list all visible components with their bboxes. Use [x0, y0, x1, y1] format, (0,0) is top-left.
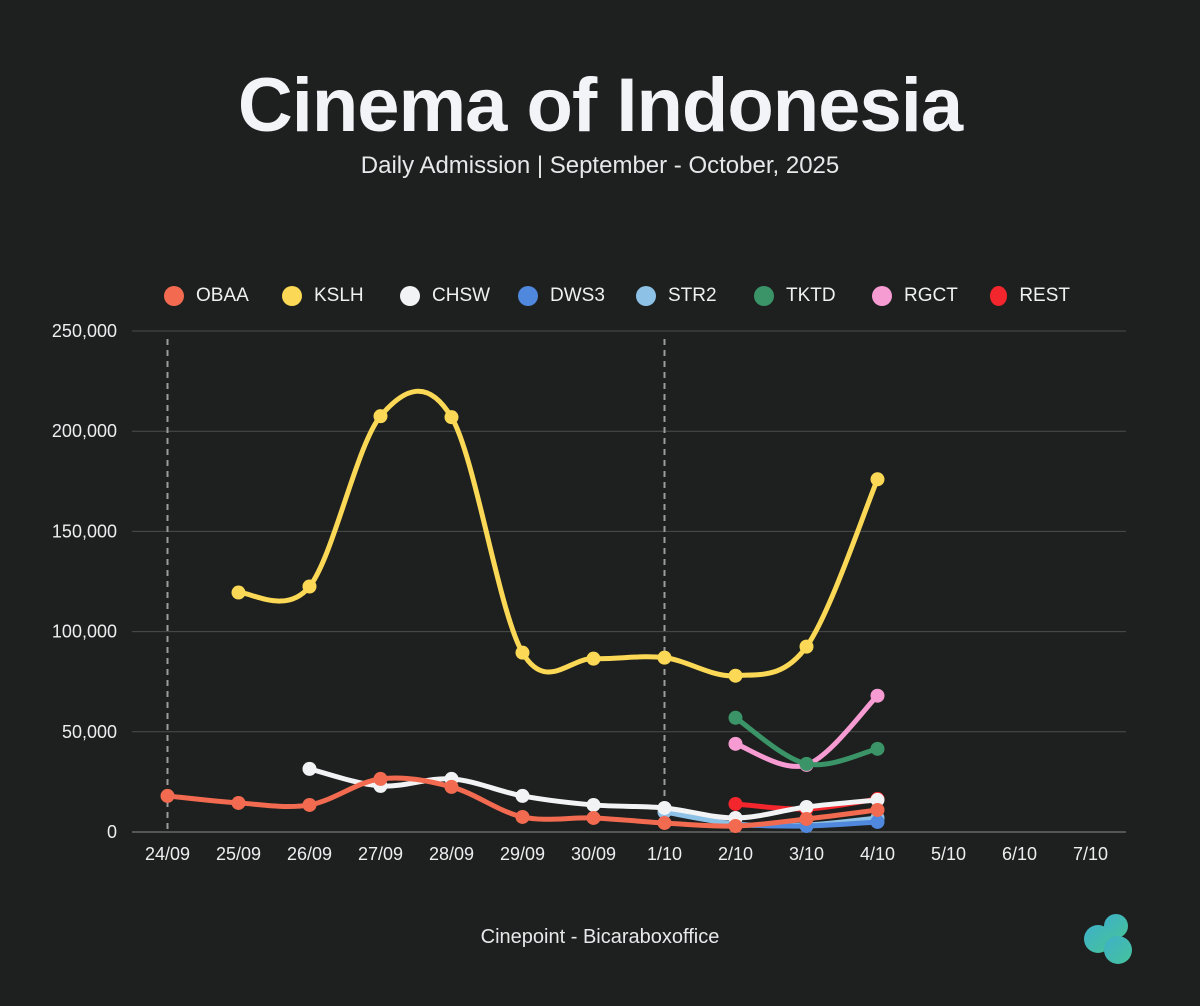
data-point-kslh: [302, 579, 317, 594]
legend-item-tktd: TKTD: [754, 285, 872, 307]
legend-item-str2: STR2: [636, 285, 754, 307]
data-point-dws3: [870, 814, 885, 829]
data-point-chsw: [799, 799, 814, 814]
legend-label: KSLH: [314, 285, 364, 306]
data-point-obaa: [728, 818, 743, 833]
data-point-chsw: [657, 800, 672, 815]
x-tick-label: 3/10: [789, 844, 824, 864]
data-point-chsw: [586, 797, 601, 812]
data-point-rgct: [728, 736, 743, 751]
x-tick-label: 24/09: [145, 844, 190, 864]
x-tick-label: 29/09: [500, 844, 545, 864]
data-point-obaa: [799, 811, 814, 826]
data-point-obaa: [231, 795, 246, 810]
x-tick-label: 4/10: [860, 844, 895, 864]
page-title: Cinema of Indonesia: [237, 63, 963, 148]
y-tick-label: 200,000: [52, 421, 117, 441]
legend-swatch: [990, 286, 1008, 306]
data-point-kslh: [728, 668, 743, 683]
y-tick-label: 0: [107, 822, 117, 842]
data-point-obaa: [870, 802, 885, 817]
legend-swatch: [164, 286, 184, 306]
x-tick-label: 5/10: [931, 844, 966, 864]
data-point-obaa: [373, 771, 388, 786]
legend-swatch: [400, 286, 420, 306]
legend-label: OBAA: [196, 285, 249, 306]
line-chart: 0 50,000 100,000 150,000 200,000 250,000 24/09…: [52, 321, 1126, 864]
legend-swatch: [754, 286, 774, 306]
data-point-tktd: [728, 710, 743, 725]
legend-label: STR2: [668, 285, 717, 306]
brand-logo-icon: [1084, 914, 1132, 964]
data-point-obaa: [515, 809, 530, 824]
data-point-kslh: [231, 585, 246, 600]
legend-label: RGCT: [904, 285, 958, 306]
y-tick-label: 250,000: [52, 321, 117, 341]
x-tick-label: 1/10: [647, 844, 682, 864]
data-point-tktd: [799, 756, 814, 771]
data-point-obaa: [657, 815, 672, 830]
data-point-chsw: [515, 788, 530, 803]
x-tick-label: 6/10: [1002, 844, 1037, 864]
data-point-rest: [728, 796, 743, 811]
x-tick-label: 27/09: [358, 844, 403, 864]
legend-label: CHSW: [432, 285, 491, 306]
x-tick-label: 2/10: [718, 844, 753, 864]
x-tick-label: 25/09: [216, 844, 261, 864]
y-tick-label: 150,000: [52, 521, 117, 541]
series-obaa: [160, 771, 885, 833]
data-point-obaa: [444, 779, 459, 794]
data-point-obaa: [160, 788, 175, 803]
y-tick-label: 100,000: [52, 622, 117, 642]
y-tick-label: 50,000: [62, 722, 117, 742]
legend-swatch: [282, 286, 302, 306]
x-tick-label: 26/09: [287, 844, 332, 864]
legend-swatch: [518, 286, 538, 306]
data-point-kslh: [657, 650, 672, 665]
legend-label: DWS3: [550, 285, 605, 306]
legend-label: REST: [1019, 285, 1070, 306]
data-point-chsw: [870, 792, 885, 807]
data-point-obaa: [586, 810, 601, 825]
x-tick-label: 28/09: [429, 844, 474, 864]
legend-label: TKTD: [786, 285, 836, 306]
x-tick-label: 30/09: [571, 844, 616, 864]
legend-item-rest: REST: [990, 285, 1070, 307]
legend-item-dws3: DWS3: [518, 285, 636, 307]
chart-legend: OBAA KSLH CHSW DWS3 STR2 TKTD RGCT REST: [164, 282, 1070, 310]
legend-swatch: [872, 286, 892, 306]
data-point-kslh: [799, 639, 814, 654]
series-kslh: [231, 388, 885, 683]
data-point-kslh: [515, 645, 530, 660]
data-point-kslh: [586, 651, 601, 666]
data-point-obaa: [302, 797, 317, 812]
series-tktd: [728, 710, 885, 771]
legend-swatch: [636, 286, 656, 306]
source-credit: Cinepoint - Bicaraboxoffice: [480, 926, 720, 948]
legend-item-obaa: OBAA: [164, 285, 282, 307]
legend-item-rgct: RGCT: [872, 285, 990, 307]
data-point-kslh: [870, 472, 885, 487]
data-point-kslh: [444, 410, 459, 425]
data-point-kslh: [373, 409, 388, 424]
data-point-chsw: [302, 761, 317, 776]
series-chsw: [302, 761, 885, 825]
legend-item-chsw: CHSW: [400, 285, 518, 307]
page-subtitle: Daily Admission | September - October, 2…: [360, 152, 840, 179]
data-point-tktd: [870, 741, 885, 756]
legend-item-kslh: KSLH: [282, 285, 400, 307]
series-line-kslh: [236, 388, 880, 679]
x-tick-label: 7/10: [1073, 844, 1108, 864]
data-point-rgct: [870, 688, 885, 703]
